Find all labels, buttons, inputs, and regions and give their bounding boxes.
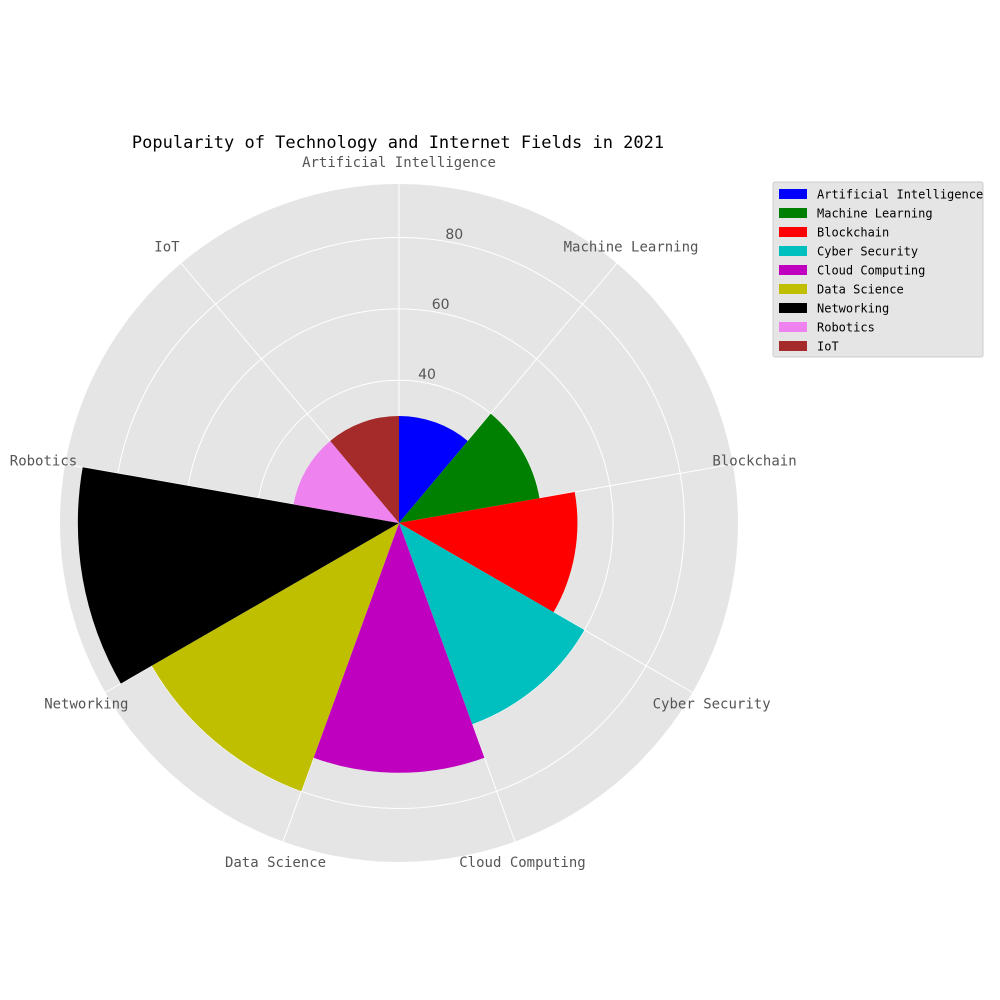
bar-blockchain xyxy=(399,492,578,613)
category-label: Machine Learning xyxy=(564,239,699,255)
legend-swatch xyxy=(779,303,807,313)
category-label: Cyber Security xyxy=(653,697,771,713)
legend-label: Data Science xyxy=(817,283,904,297)
bar-iot xyxy=(330,415,399,523)
r-tick-label: 80 xyxy=(445,227,463,243)
legend-swatch xyxy=(779,284,807,294)
legend: Artificial Intelligence Machine Learning B… xyxy=(772,181,984,358)
legend-frame xyxy=(772,181,984,358)
bars xyxy=(77,413,585,792)
legend-swatch xyxy=(779,189,807,199)
legend-label: Cyber Security xyxy=(817,245,918,259)
bar-robotics xyxy=(293,440,399,523)
legend-swatch xyxy=(779,341,807,351)
legend-swatch xyxy=(779,246,807,256)
legend-label: Networking xyxy=(817,302,889,316)
category-labels: Artificial Intelligence Machine Learning B… xyxy=(10,155,797,871)
legend-swatch xyxy=(779,208,807,218)
category-label: Blockchain xyxy=(712,453,796,469)
r-tick-label: 60 xyxy=(432,297,450,313)
category-label: Robotics xyxy=(10,453,77,469)
legend-label: Artificial Intelligence xyxy=(817,188,983,202)
category-label: Data Science xyxy=(225,855,326,871)
radial-tick-labels: 40 60 80 xyxy=(418,227,463,383)
category-label: Cloud Computing xyxy=(459,855,585,871)
bar-networking xyxy=(77,467,399,684)
category-label: Networking xyxy=(44,697,128,713)
legend-label: Machine Learning xyxy=(817,207,933,221)
chart-title: Popularity of Technology and Internet Fi… xyxy=(132,133,664,153)
bar-artificial-intelligence xyxy=(399,415,468,523)
legend-label: Cloud Computing xyxy=(817,264,925,278)
bar-cloud-computing xyxy=(313,523,485,773)
legend-swatch xyxy=(779,322,807,332)
category-label: Artificial Intelligence xyxy=(302,155,496,171)
bar-machine-learning xyxy=(399,413,540,523)
legend-label: Blockchain xyxy=(817,226,889,240)
bar-data-science xyxy=(151,523,399,792)
legend-label: Robotics xyxy=(817,321,875,335)
legend-swatch xyxy=(779,265,807,275)
bar-cyber-security xyxy=(399,523,585,725)
legend-swatch xyxy=(779,227,807,237)
category-label: IoT xyxy=(154,239,180,255)
r-tick-label: 40 xyxy=(418,367,436,383)
legend-label: IoT xyxy=(817,340,839,354)
